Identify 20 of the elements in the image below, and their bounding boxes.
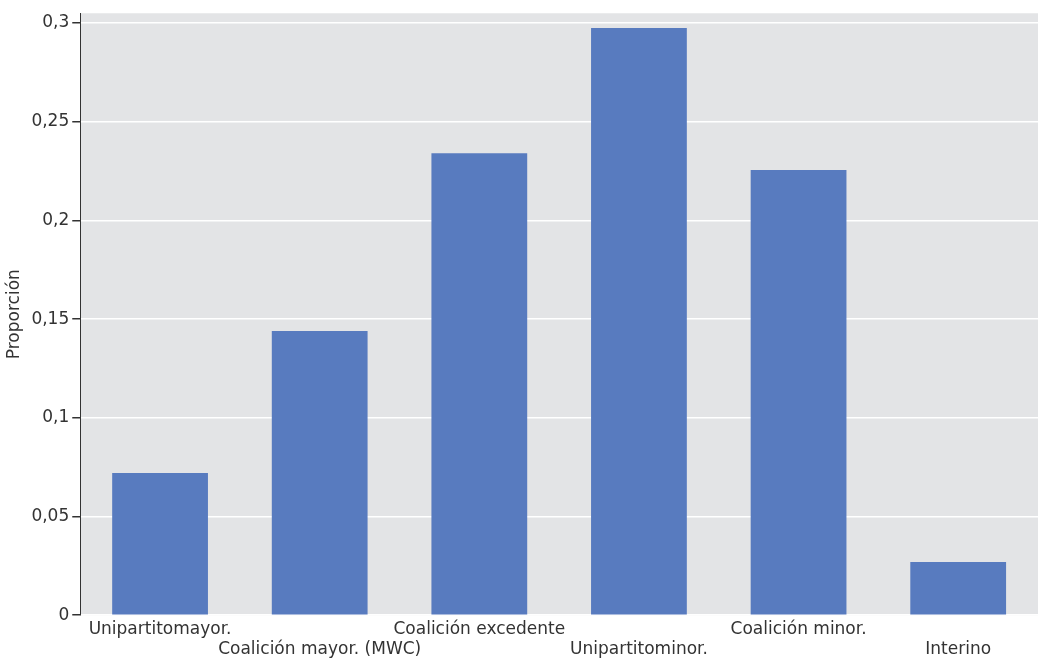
x-tick-label: Unipartitomayor. xyxy=(88,617,232,638)
bar xyxy=(750,170,847,615)
y-tick-label: 0,25 xyxy=(31,110,70,131)
y-tick-label: 0 xyxy=(58,603,70,624)
bar xyxy=(271,330,368,615)
y-axis-title: Proporción xyxy=(2,269,23,360)
bar xyxy=(910,561,1007,615)
x-tick-label: Coalición excedente xyxy=(393,617,566,638)
y-tick-label: 0,2 xyxy=(42,208,70,229)
y-tick-label: 0,1 xyxy=(42,406,70,427)
bar xyxy=(112,473,208,615)
y-tick-label: 0,3 xyxy=(42,11,70,32)
bar xyxy=(431,153,528,615)
x-tick-label: Coalición mayor. (MWC) xyxy=(218,638,422,659)
y-tick-label: 0,05 xyxy=(31,504,70,525)
y-tick-label: 0,15 xyxy=(31,307,70,328)
x-tick-label: Coalición minor. xyxy=(730,617,867,638)
x-tick-label: Interino xyxy=(925,638,992,659)
x-tick-label: Unipartitominor. xyxy=(569,638,708,659)
bar xyxy=(591,28,687,615)
